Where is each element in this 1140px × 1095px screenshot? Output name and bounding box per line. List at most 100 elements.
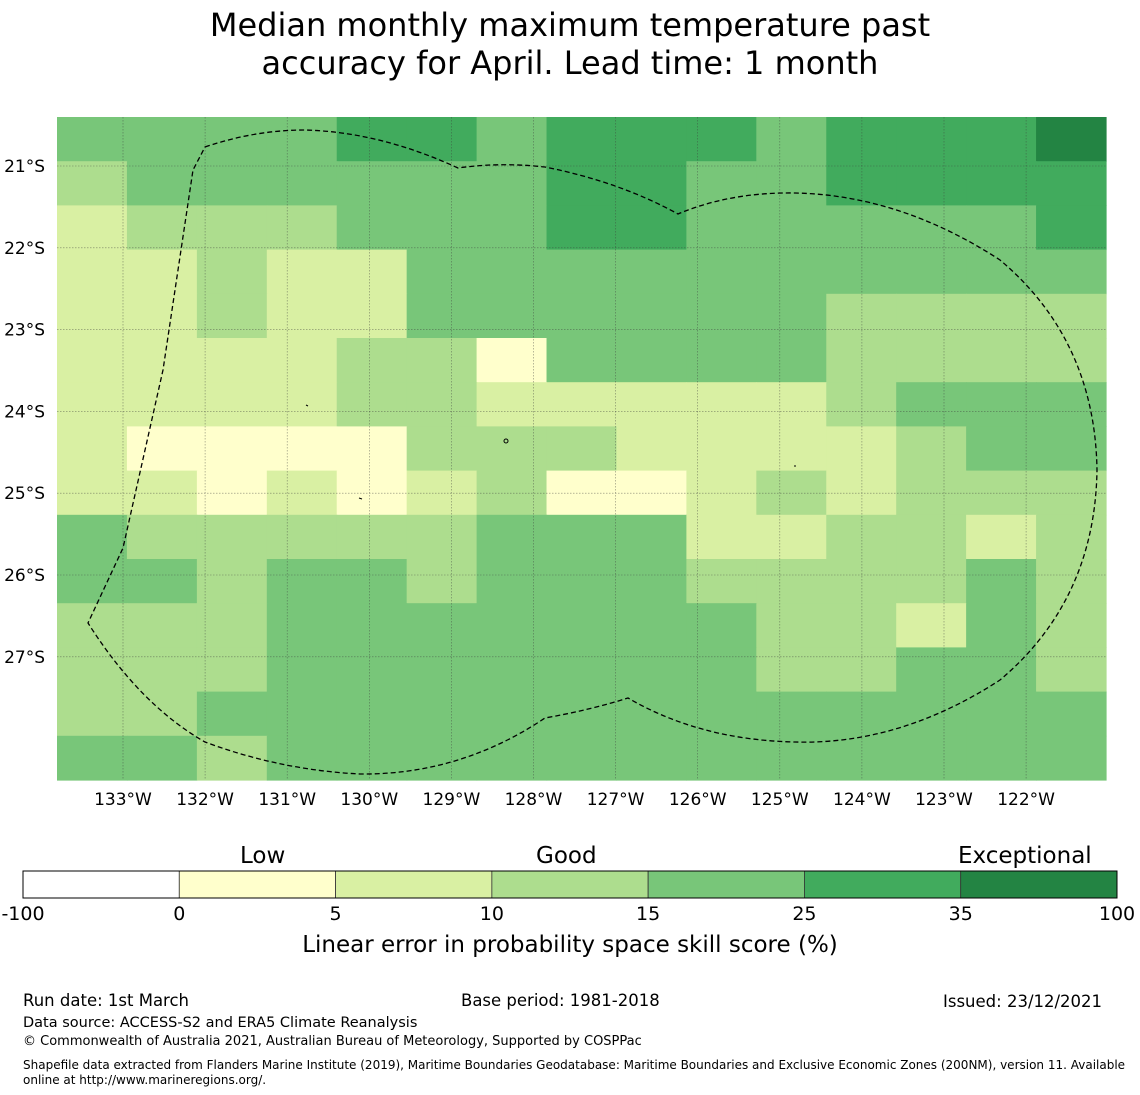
grid-cell (196, 293, 268, 339)
issued-date: Issued: 23/12/2021 (943, 992, 1103, 1011)
grid-cell (546, 117, 618, 162)
grid-cell (126, 426, 198, 472)
shapefile-credit: Shapefile data extracted from Flanders M… (23, 1058, 1133, 1088)
grid-cell (546, 559, 618, 604)
longitude-tick-label: 125°W (751, 790, 809, 810)
grid-cell (336, 249, 408, 295)
grid-cell (896, 249, 967, 295)
grid-cell (476, 161, 548, 206)
grid-cell (896, 382, 967, 427)
grid-cell (126, 117, 198, 162)
grid-cell (686, 117, 757, 162)
longitude-tick-label: 123°W (915, 790, 973, 810)
grid-cell (1036, 735, 1107, 781)
grid-cell (266, 559, 338, 604)
grid-cell (266, 338, 338, 383)
grid-cell (616, 559, 687, 604)
grid-cell (686, 603, 757, 648)
grid-cell (57, 514, 128, 560)
grid-cell (476, 117, 548, 162)
grid-cell (756, 514, 827, 560)
grid-cell (896, 117, 967, 162)
longitude-tick-label: 127°W (587, 790, 645, 810)
grid-cell (57, 426, 128, 472)
grid-cell (1036, 161, 1107, 206)
grid-cell (406, 249, 478, 295)
latitude-tick-label: 22°S (4, 239, 45, 259)
grid-cell (266, 470, 338, 516)
grid-cell (57, 249, 128, 295)
grid-cell (966, 603, 1037, 648)
grid-cell (196, 161, 268, 206)
graticule (57, 117, 1106, 780)
grid-cell (196, 514, 268, 560)
longitude-tick-label: 122°W (997, 790, 1055, 810)
grid-cell (336, 647, 408, 693)
grid-cell (406, 338, 478, 383)
grid-cell (756, 735, 827, 781)
grid-cell (546, 338, 618, 383)
island-marker (358, 497, 363, 500)
colorbar-box (960, 870, 1118, 899)
grid-cell (1036, 647, 1107, 693)
grid-cell (756, 117, 827, 162)
grid-cell (336, 426, 408, 472)
grid-cell (826, 735, 897, 781)
longitude-tick-label: 130°W (340, 790, 398, 810)
grid-cell (826, 647, 897, 693)
grid-cell (406, 691, 478, 737)
grid-cell (126, 603, 198, 648)
grid-cell (756, 559, 827, 604)
grid-cell (476, 647, 548, 693)
longitude-tick-label: 131°W (258, 790, 316, 810)
grid-cell (476, 249, 548, 295)
grid-cell (826, 691, 897, 737)
longitude-tick-label: 126°W (669, 790, 727, 810)
grid-cell (756, 338, 827, 383)
colorbar-tick-label: -100 (1, 903, 44, 925)
grid-cell (1036, 249, 1107, 295)
colorbar-box (804, 870, 962, 899)
colorbar-tick-label: 0 (173, 903, 185, 925)
grid-cell (616, 691, 687, 737)
grid-cell (266, 514, 338, 560)
grid-cell (546, 647, 618, 693)
grid-cell (616, 161, 687, 206)
grid-cell (266, 161, 338, 206)
grid-cell (57, 338, 128, 383)
longitude-tick-label: 128°W (505, 790, 563, 810)
grid-cell (476, 559, 548, 604)
latitude-tick-label: 27°S (4, 648, 45, 668)
colorbar-label: Linear error in probability space skill … (302, 932, 838, 958)
grid-cell (126, 205, 198, 251)
longitude-labels: 133°W 132°W 131°W 130°W 129°W 128°W 127°W 126°W… (94, 790, 1055, 810)
grid-cell (616, 249, 687, 295)
grid-cell (126, 514, 198, 560)
grid-cell (1036, 559, 1107, 604)
latitude-tick-label: 26°S (4, 566, 45, 586)
grid-cell (896, 559, 967, 604)
grid-cell (686, 426, 757, 472)
grid-cell (686, 691, 757, 737)
grid-cell (57, 603, 128, 648)
grid-cell (266, 691, 338, 737)
grid-cell (826, 293, 897, 339)
grid-cell (826, 559, 897, 604)
latitude-tick-label: 21°S (4, 157, 45, 177)
grid-cell (826, 426, 897, 472)
grid-cell (966, 161, 1037, 206)
grid-cell (126, 647, 198, 693)
colorbar-tick-label: 25 (792, 903, 816, 925)
grid-cell (966, 249, 1037, 295)
grid-cell (1036, 293, 1107, 339)
colorbar-frame (22, 870, 1118, 899)
grid-cell (406, 426, 478, 472)
grid-cell (966, 735, 1037, 781)
colorbar-tick-label: 100 (1099, 903, 1135, 925)
grid-cell (406, 161, 478, 206)
colorbar-word-exceptional: Exceptional (958, 843, 1092, 869)
grid-cell (546, 603, 618, 648)
grid-cell (406, 293, 478, 339)
grid-cell (686, 382, 757, 427)
grid-cell (966, 382, 1037, 427)
